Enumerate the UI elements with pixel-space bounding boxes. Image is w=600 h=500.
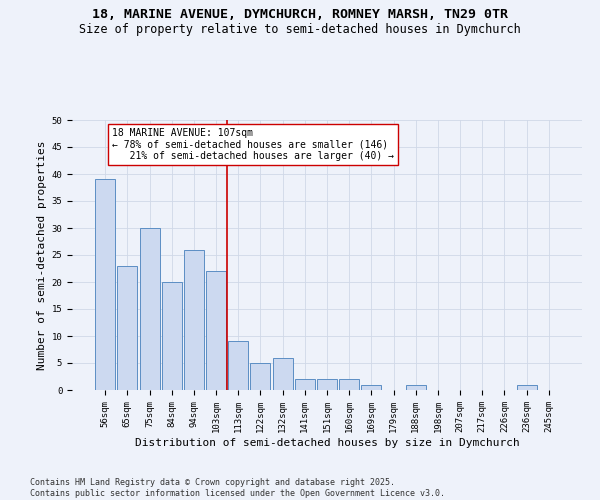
X-axis label: Distribution of semi-detached houses by size in Dymchurch: Distribution of semi-detached houses by … [134,438,520,448]
Bar [406,384,426,390]
Text: 18, MARINE AVENUE, DYMCHURCH, ROMNEY MARSH, TN29 0TR: 18, MARINE AVENUE, DYMCHURCH, ROMNEY MAR… [92,8,508,20]
Bar [206,271,226,390]
Bar [295,379,315,390]
Text: Size of property relative to semi-detached houses in Dymchurch: Size of property relative to semi-detach… [79,22,521,36]
Bar [517,384,536,390]
Y-axis label: Number of semi-detached properties: Number of semi-detached properties [37,140,47,370]
Bar [162,282,182,390]
Bar [317,379,337,390]
Text: Contains HM Land Registry data © Crown copyright and database right 2025.
Contai: Contains HM Land Registry data © Crown c… [30,478,445,498]
Bar [184,250,204,390]
Bar [361,384,382,390]
Text: 18 MARINE AVENUE: 107sqm
← 78% of semi-detached houses are smaller (146)
   21% : 18 MARINE AVENUE: 107sqm ← 78% of semi-d… [112,128,394,162]
Bar [140,228,160,390]
Bar [228,342,248,390]
Bar [272,358,293,390]
Bar [250,363,271,390]
Bar [95,180,115,390]
Bar [118,266,137,390]
Bar [339,379,359,390]
